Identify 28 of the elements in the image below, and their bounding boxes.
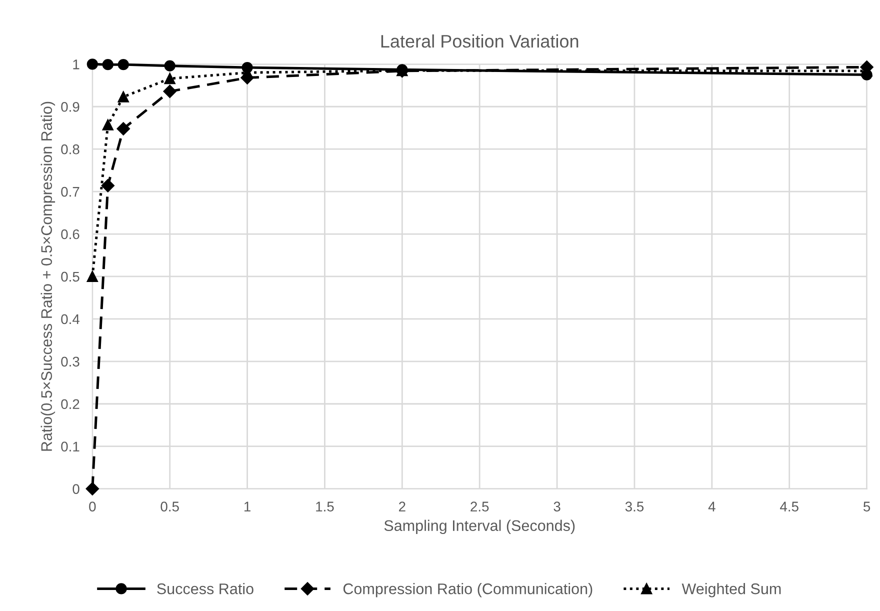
- y-tick-label: 0.2: [61, 399, 80, 410]
- legend-label: Compression Ratio (Communication): [343, 583, 592, 598]
- x-tick-label: 2: [398, 502, 406, 512]
- x-tick-label: 1.5: [316, 502, 334, 512]
- x-tick-label: 3: [554, 502, 560, 512]
- y-axis-title: Ratio(0.5×Success Ratio + 0.5×Compression Ratio): [40, 102, 56, 451]
- legend-label: Weighted Sum: [682, 583, 781, 598]
- x-tick-label: 2.5: [470, 502, 489, 512]
- y-tick-label: 0.3: [61, 356, 80, 367]
- y-tick-label: 0.8: [61, 144, 80, 154]
- x-tick-label: 5: [863, 502, 870, 512]
- y-tick-label: 0.5: [61, 272, 80, 282]
- y-tick-label: 0.1: [61, 442, 80, 452]
- y-tick-label: 0.9: [61, 102, 80, 112]
- y-tick-label: 0.4: [61, 314, 80, 324]
- y-tick-label: 1: [73, 60, 80, 70]
- x-tick-label: 4: [708, 502, 716, 512]
- legend-label: Success Ratio: [157, 583, 254, 594]
- x-axis-title: Sampling Interval (Seconds): [384, 520, 575, 534]
- x-tick-label: 4.5: [780, 502, 798, 512]
- x-tick-label: 0.5: [160, 502, 179, 512]
- x-tick-label: 0: [89, 502, 96, 512]
- y-tick-label: 0: [72, 484, 80, 494]
- x-tick-label: 3.5: [625, 502, 644, 512]
- x-tick-label: 1: [244, 502, 250, 512]
- y-tick-label: 0.7: [61, 186, 80, 197]
- chart-title: Lateral Position Variation: [381, 34, 578, 48]
- y-tick-label: 0.6: [61, 229, 80, 240]
